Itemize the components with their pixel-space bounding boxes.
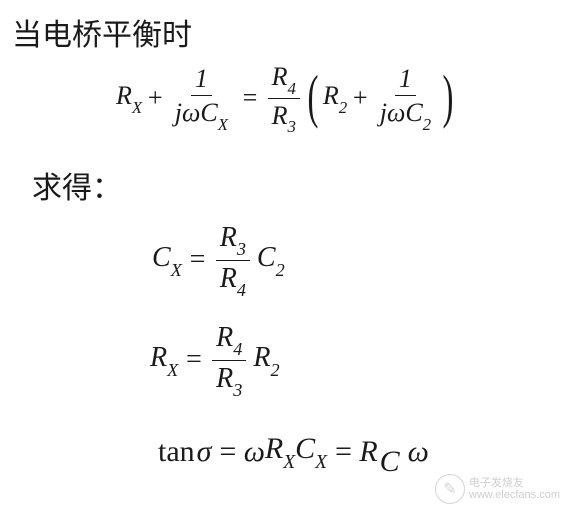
var-sigma: σ bbox=[197, 435, 212, 469]
var-rx: RX bbox=[265, 432, 295, 471]
var-rx: RX bbox=[150, 342, 178, 378]
op-equals: = bbox=[184, 344, 203, 376]
var-r2: R2 bbox=[253, 342, 279, 378]
op-equals: = bbox=[188, 244, 207, 276]
paren-right: ) bbox=[443, 62, 454, 131]
watermark-url: www.elecfans.com bbox=[469, 489, 560, 501]
watermark: ✎ 电子发烧友 www.elecfans.com bbox=[435, 474, 560, 504]
watermark-brand: 电子发烧友 bbox=[469, 477, 560, 489]
fn-tan: tan bbox=[158, 435, 195, 469]
op-plus-2: + bbox=[351, 83, 369, 113]
heading-bridge-balance: 当电桥平衡时 bbox=[12, 10, 192, 54]
paren-left: ( bbox=[307, 62, 318, 131]
op-plus: + bbox=[146, 83, 164, 113]
watermark-icon: ✎ bbox=[435, 474, 465, 504]
equation-cx: CX = R3 R4 C2 bbox=[152, 220, 285, 300]
op-equals: = bbox=[241, 83, 259, 113]
fraction-1-over-jwC2: 1 jωC2 bbox=[376, 62, 435, 134]
var-c2: C2 bbox=[257, 242, 285, 278]
op-equals-2: = bbox=[333, 435, 353, 469]
heading-derive: 求得： bbox=[32, 163, 122, 207]
var-cx: CX bbox=[152, 242, 182, 278]
equation-bridge-balance: RX + 1 jωCX = R4 R3 ( R2 + 1 jωC2 ) bbox=[116, 58, 458, 138]
var-r: R bbox=[359, 435, 377, 469]
fraction-r4-over-r3: R4 R3 bbox=[212, 320, 246, 400]
var-cx: CX bbox=[295, 432, 327, 471]
equation-rx: RX = R4 R3 R2 bbox=[150, 320, 280, 400]
var-c: C bbox=[380, 445, 400, 479]
equation-tan-sigma: tanσ = ωRXCX = RCω bbox=[158, 432, 429, 471]
fraction-r4-over-r3: R4 R3 bbox=[268, 60, 300, 136]
var-rx: RX bbox=[116, 81, 142, 115]
op-equals: = bbox=[217, 435, 237, 469]
var-omega: ω bbox=[244, 435, 265, 469]
fraction-1-over-jwCx: 1 jωCX bbox=[171, 62, 232, 134]
fraction-r3-over-r4: R3 R4 bbox=[216, 220, 250, 300]
var-r2: R2 bbox=[323, 81, 347, 115]
var-omega-2: ω bbox=[408, 435, 429, 469]
